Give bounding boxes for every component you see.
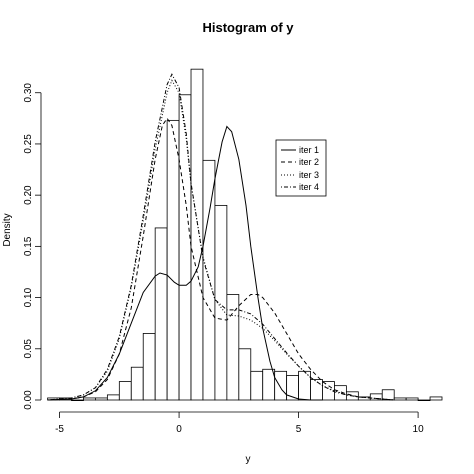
histogram-bar xyxy=(71,399,84,402)
histogram-bar xyxy=(106,394,120,401)
y-tick-label: 0.05 xyxy=(23,339,34,359)
legend-label: iter 1 xyxy=(299,145,319,155)
legend: iter 1 iter 2 iter 3 iter 4 xyxy=(275,139,327,197)
x-tick-label: 5 xyxy=(296,424,302,435)
x-axis-label: y xyxy=(246,454,251,465)
density-curves xyxy=(47,73,395,401)
histogram-bars xyxy=(47,68,443,402)
density-curve-1 xyxy=(47,125,323,401)
legend-label: iter 3 xyxy=(299,170,319,180)
histogram-bar xyxy=(417,399,431,402)
legend-label: iter 4 xyxy=(299,182,319,192)
density-curve-4 xyxy=(47,73,395,401)
histogram-bar xyxy=(130,366,144,401)
x-tick-label: -5 xyxy=(55,424,64,435)
y-axis: 0.00 0.05 0.10 0.15 0.20 0.25 0.30 xyxy=(23,83,42,410)
legend-label: iter 2 xyxy=(299,157,319,167)
histogram-bar xyxy=(95,397,108,401)
y-tick-label: 0.00 xyxy=(23,390,34,410)
y-axis-label: Density xyxy=(2,213,13,246)
histogram-bar xyxy=(226,294,240,401)
density-curve-2 xyxy=(47,117,395,401)
histogram-bar xyxy=(381,389,395,401)
y-tick-label: 0.25 xyxy=(23,134,34,154)
y-tick-label: 0.15 xyxy=(23,236,34,256)
histogram-bar xyxy=(298,370,311,401)
chart-title: Histogram of y xyxy=(202,20,294,35)
histogram-bar xyxy=(286,375,299,401)
histogram-bar xyxy=(393,397,407,401)
histogram-bar xyxy=(190,68,204,401)
y-tick-label: 0.10 xyxy=(23,287,34,307)
histogram-bar xyxy=(250,370,264,401)
y-tick-label: 0.20 xyxy=(23,185,34,205)
histogram-bar xyxy=(262,368,276,401)
histogram-bar xyxy=(429,396,443,401)
histogram-bar xyxy=(118,381,132,401)
histogram-bar xyxy=(83,397,96,401)
histogram-bar xyxy=(238,348,252,401)
y-tick-label: 0.30 xyxy=(23,83,34,103)
x-tick-label: 0 xyxy=(176,424,182,435)
histogram-bar xyxy=(178,94,192,401)
histogram-bar xyxy=(405,397,419,401)
density-curve-3 xyxy=(47,79,395,401)
histogram-bar xyxy=(154,227,168,401)
x-tick-label: 10 xyxy=(413,424,425,435)
histogram-bar xyxy=(274,370,288,401)
histogram-bar xyxy=(142,333,156,401)
histogram-bar xyxy=(310,379,323,401)
x-axis: -5 0 5 10 xyxy=(55,411,425,435)
histogram-bar xyxy=(166,119,180,401)
